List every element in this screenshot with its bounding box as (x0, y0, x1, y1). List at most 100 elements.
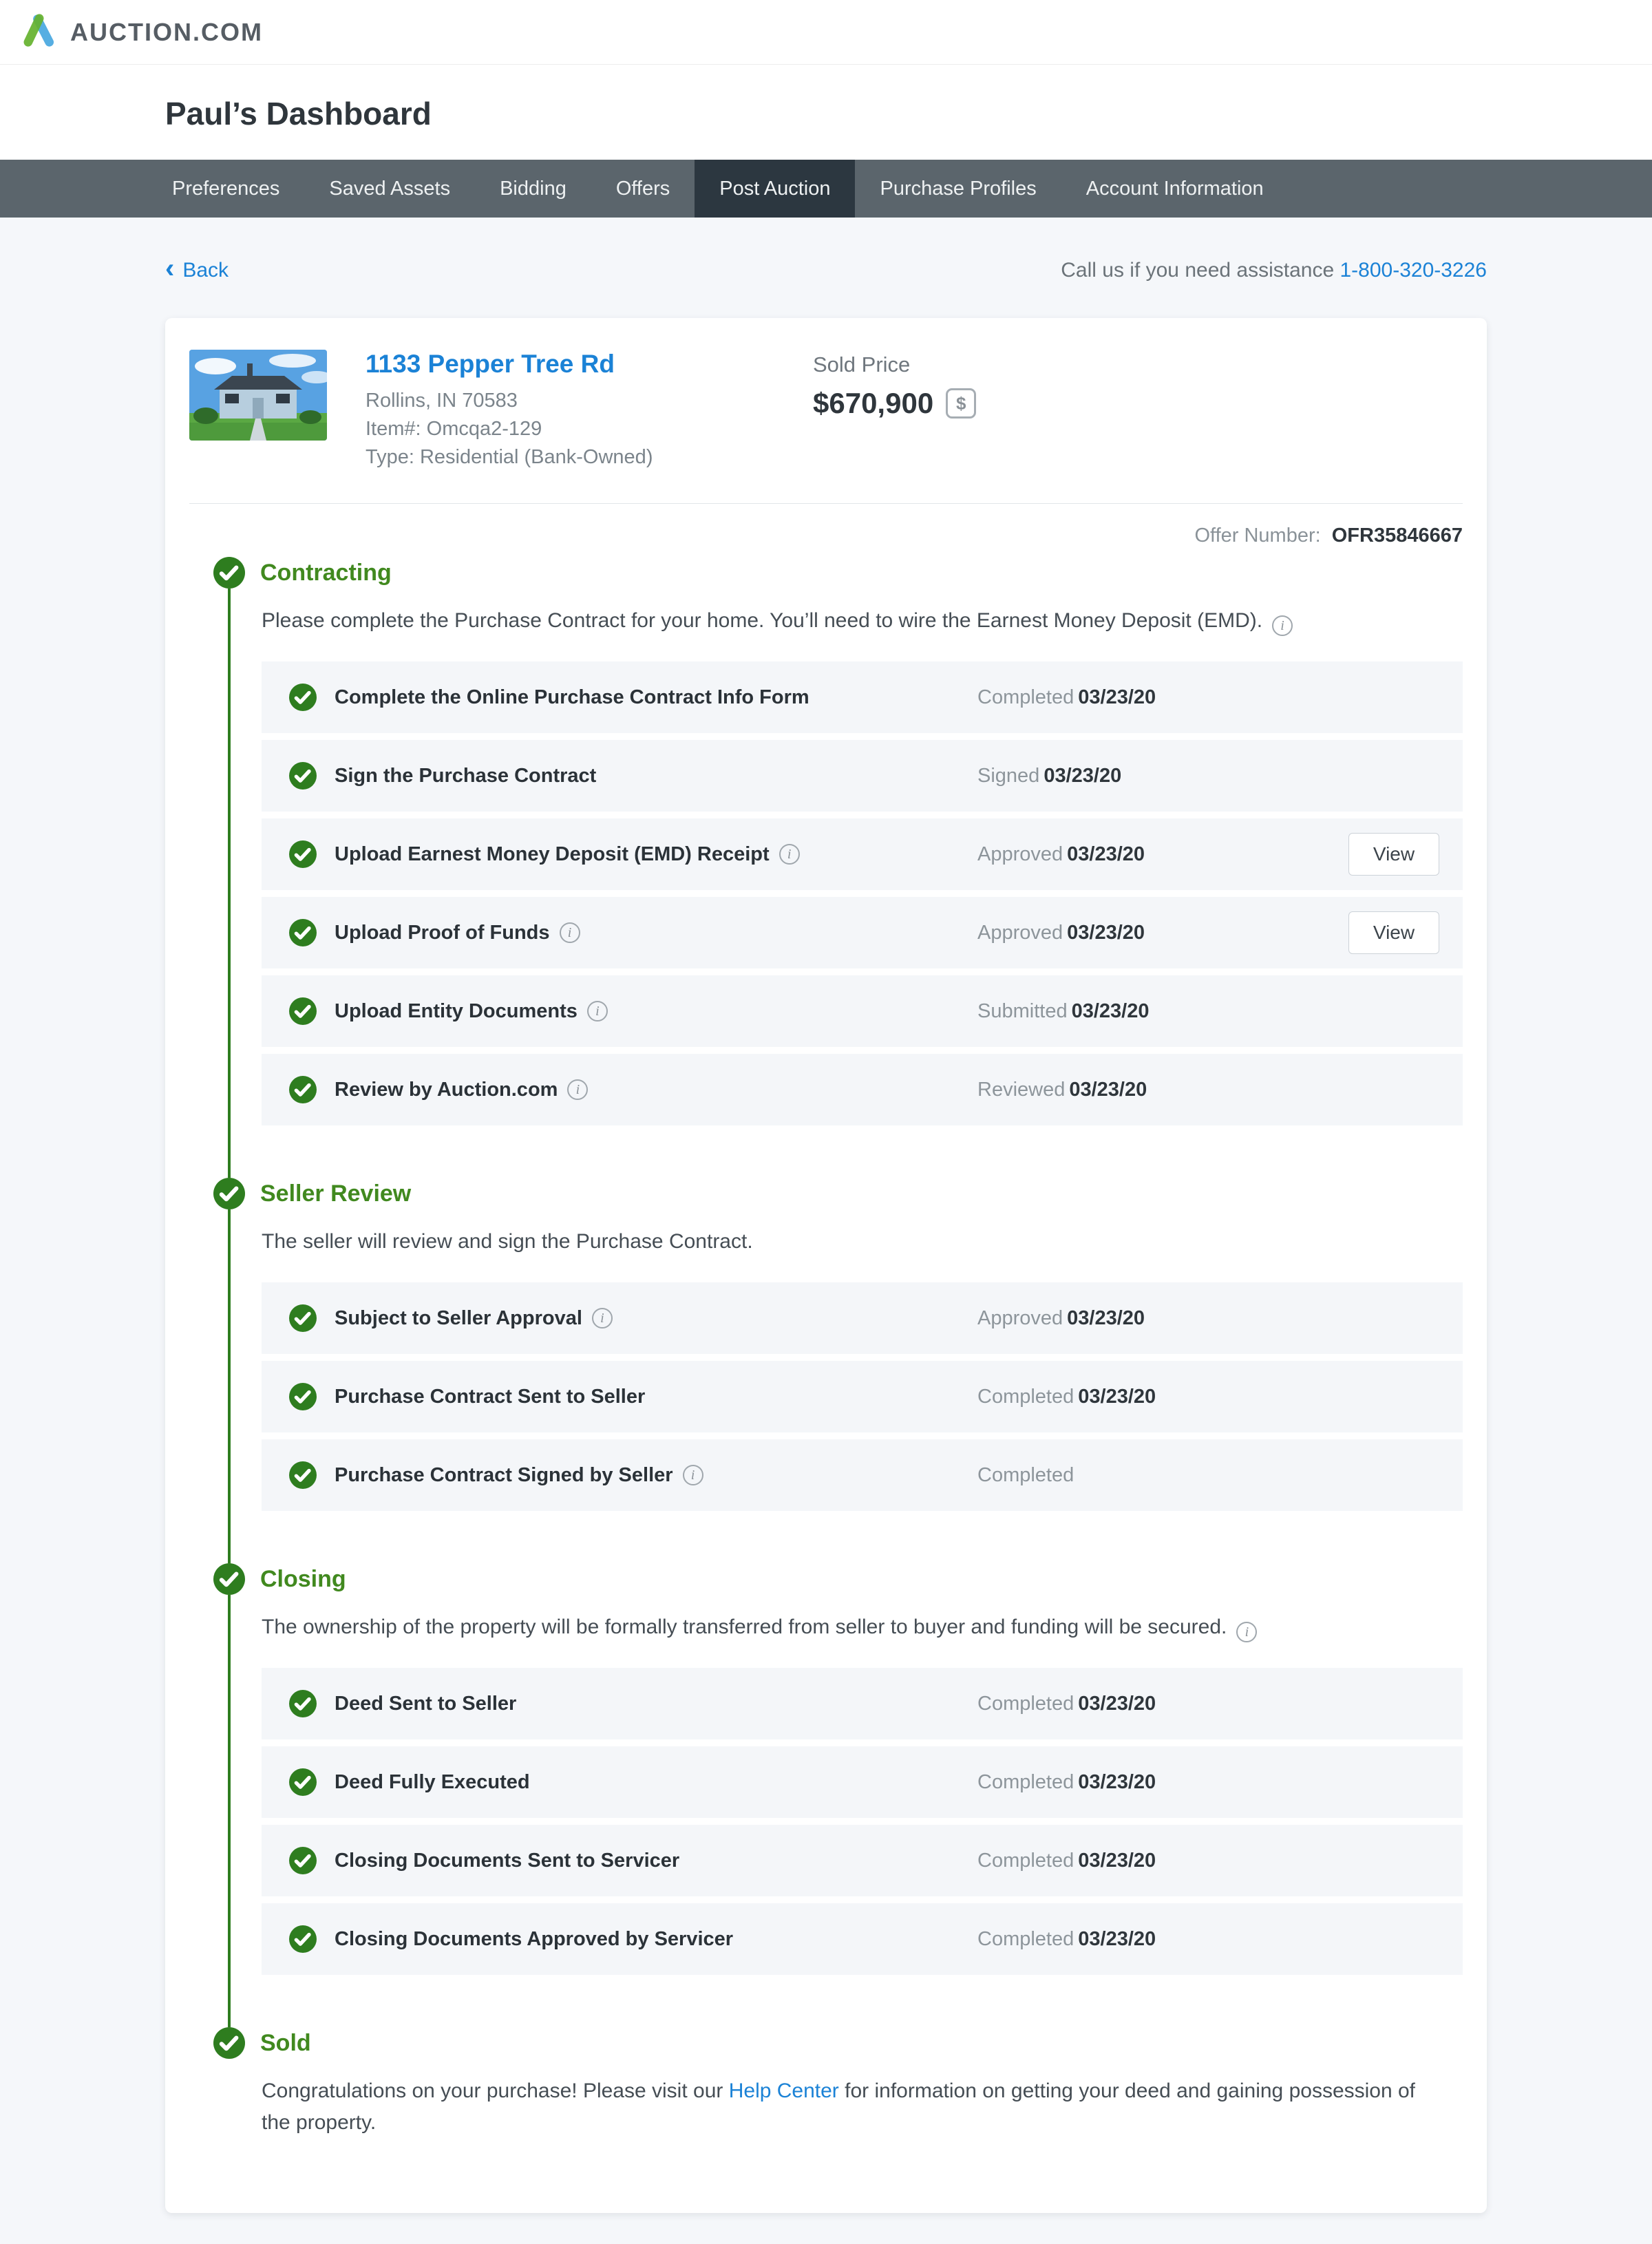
post-auction-card: 1133 Pepper Tree Rd Rollins, IN 70583 It… (165, 318, 1487, 2213)
task-row: Closing Documents Approved by Servicer C… (262, 1903, 1463, 1975)
phase-list: Contracting Please complete the Purchase… (189, 557, 1463, 2169)
top-header: AUCTION.COM (0, 0, 1652, 65)
phase-header: Closing (213, 1563, 1463, 1595)
info-icon[interactable]: i (567, 1079, 589, 1100)
back-label: Back (182, 259, 229, 282)
task-status: Signed 03/23/20 (977, 764, 1122, 787)
phase-body: The ownership of the property will be fo… (228, 1595, 1463, 2027)
sold-price-label: Sold Price (813, 352, 911, 377)
phase-description: Please complete the Purchase Contract fo… (262, 605, 1425, 637)
tab-purchase-profiles[interactable]: Purchase Profiles (855, 160, 1061, 218)
task-status: Submitted 03/23/20 (977, 999, 1150, 1022)
check-circle-icon (289, 684, 317, 711)
offer-number-label: Offer Number: (1194, 525, 1321, 547)
task-row: Deed Sent to Seller Completed 03/23/20 (262, 1668, 1463, 1739)
assistance-phone-link[interactable]: 1-800-320-3226 (1339, 259, 1487, 282)
info-icon[interactable]: i (586, 1001, 608, 1022)
tab-saved-assets[interactable]: Saved Assets (304, 160, 475, 218)
info-icon[interactable]: i (1272, 615, 1293, 636)
check-circle-icon (289, 1847, 317, 1874)
tab-account-information[interactable]: Account Information (1061, 160, 1289, 218)
info-icon[interactable]: i (779, 844, 800, 865)
check-circle-icon (289, 1690, 317, 1717)
view-button[interactable]: View (1348, 833, 1439, 876)
phase-header: Contracting (213, 557, 1463, 589)
check-circle-icon (289, 762, 317, 790)
task-row: Sign the Purchase Contract Signed 03/23/2… (262, 740, 1463, 812)
view-button[interactable]: View (1348, 911, 1439, 954)
back-link[interactable]: ‹ Back (165, 253, 229, 284)
tab-post-auction[interactable]: Post Auction (695, 160, 856, 218)
phase-title: Sold (260, 2029, 311, 2056)
task-name: Upload Entity Documents (335, 999, 578, 1022)
info-icon[interactable]: i (559, 922, 580, 943)
task-status: Completed (977, 1463, 1074, 1486)
task-row: Purchase Contract Signed by Seller i Com… (262, 1439, 1463, 1511)
check-circle-icon (289, 997, 317, 1025)
check-circle-icon (289, 840, 317, 868)
back-chevron-icon: ‹ (165, 253, 175, 284)
task-name: Purchase Contract Signed by Seller (335, 1463, 673, 1486)
offer-number-value: OFR35846667 (1331, 525, 1463, 547)
task-status: Completed 03/23/20 (977, 1770, 1156, 1793)
task-name: Closing Documents Approved by Servicer (335, 1927, 734, 1950)
task-status: Reviewed 03/23/20 (977, 1078, 1147, 1101)
task-status: Approved 03/23/20 (977, 843, 1145, 865)
tab-offers[interactable]: Offers (591, 160, 695, 218)
tab-bidding[interactable]: Bidding (475, 160, 591, 218)
card-divider (189, 503, 1463, 504)
task-list: Subject to Seller Approval i Approved 03/… (262, 1282, 1463, 1511)
task-name: Subject to Seller Approval (335, 1306, 582, 1329)
task-name: Purchase Contract Sent to Seller (335, 1385, 646, 1408)
check-circle-icon (289, 1076, 317, 1103)
task-status: Completed 03/23/20 (977, 1927, 1156, 1950)
info-icon[interactable]: i (682, 1465, 703, 1485)
main-content: ‹ Back Call us if you need assistance 1-… (0, 218, 1652, 2213)
task-name: Upload Proof of Funds (335, 921, 550, 944)
check-circle-icon (289, 1768, 317, 1796)
phase-body: Congratulations on your purchase! Please… (228, 2059, 1463, 2169)
tab-preferences[interactable]: Preferences (147, 160, 304, 218)
auction-logo[interactable]: AUCTION.COM (21, 12, 263, 52)
offer-number-line: Offer Number: OFR35846667 (189, 525, 1463, 547)
property-photo[interactable] (189, 350, 327, 441)
property-address-link[interactable]: 1133 Pepper Tree Rd (366, 350, 615, 378)
nav-tabs: Preferences Saved Assets Bidding Offers Post… (0, 160, 1652, 218)
check-circle-icon (289, 1461, 317, 1489)
task-name: Upload Earnest Money Deposit (EMD) Recei… (335, 843, 770, 865)
check-circle-icon (213, 557, 245, 589)
info-icon[interactable]: i (591, 1308, 613, 1329)
property-city: Rollins, IN 70583 (366, 390, 518, 412)
task-status: Completed 03/23/20 (977, 686, 1156, 708)
task-list: Complete the Online Purchase Contract In… (262, 661, 1463, 1125)
toolbar-row: ‹ Back Call us if you need assistance 1-… (165, 253, 1487, 284)
task-name: Closing Documents Sent to Servicer (335, 1849, 680, 1872)
phase-description: The ownership of the property will be fo… (262, 1611, 1425, 1643)
phase-title: Seller Review (260, 1180, 412, 1207)
check-circle-icon (213, 1178, 245, 1209)
task-status: Approved 03/23/20 (977, 921, 1145, 944)
auction-logo-text: AUCTION.COM (70, 17, 263, 46)
task-row: Upload Proof of Funds i Approved 03/23/20… (262, 897, 1463, 968)
phase-title: Contracting (260, 559, 392, 586)
task-status: Completed 03/23/20 (977, 1692, 1156, 1715)
task-row: Closing Documents Sent to Servicer Compl… (262, 1825, 1463, 1896)
sold-price-block: Sold Price $670,900 $ (813, 350, 977, 420)
phase-description: The seller will review and sign the Purc… (262, 1230, 753, 1253)
check-circle-icon (289, 1925, 317, 1953)
phase-section: Sold Congratulations on your purchase! P… (189, 2027, 1463, 2169)
task-name: Complete the Online Purchase Contract In… (335, 686, 809, 708)
property-info: 1133 Pepper Tree Rd Rollins, IN 70583 It… (366, 350, 813, 472)
help-center-link[interactable]: Help Center (728, 2079, 839, 2102)
check-circle-icon (289, 1304, 317, 1332)
task-row: Upload Entity Documents i Submitted 03/23… (262, 975, 1463, 1047)
phase-body: Please complete the Purchase Contract fo… (228, 589, 1463, 1178)
info-icon[interactable]: i (1236, 1622, 1258, 1642)
task-row: Purchase Contract Sent to Seller Complet… (262, 1361, 1463, 1432)
phase-header: Seller Review (213, 1178, 1463, 1209)
phase-description: Congratulations on your purchase! Please… (262, 2079, 1416, 2134)
sold-price-value: $670,900 (813, 387, 934, 419)
property-item-number: Item#: Omcqa2-129 (366, 418, 542, 440)
property-type: Type: Residential (Bank-Owned) (366, 446, 653, 468)
check-circle-icon (289, 1383, 317, 1410)
